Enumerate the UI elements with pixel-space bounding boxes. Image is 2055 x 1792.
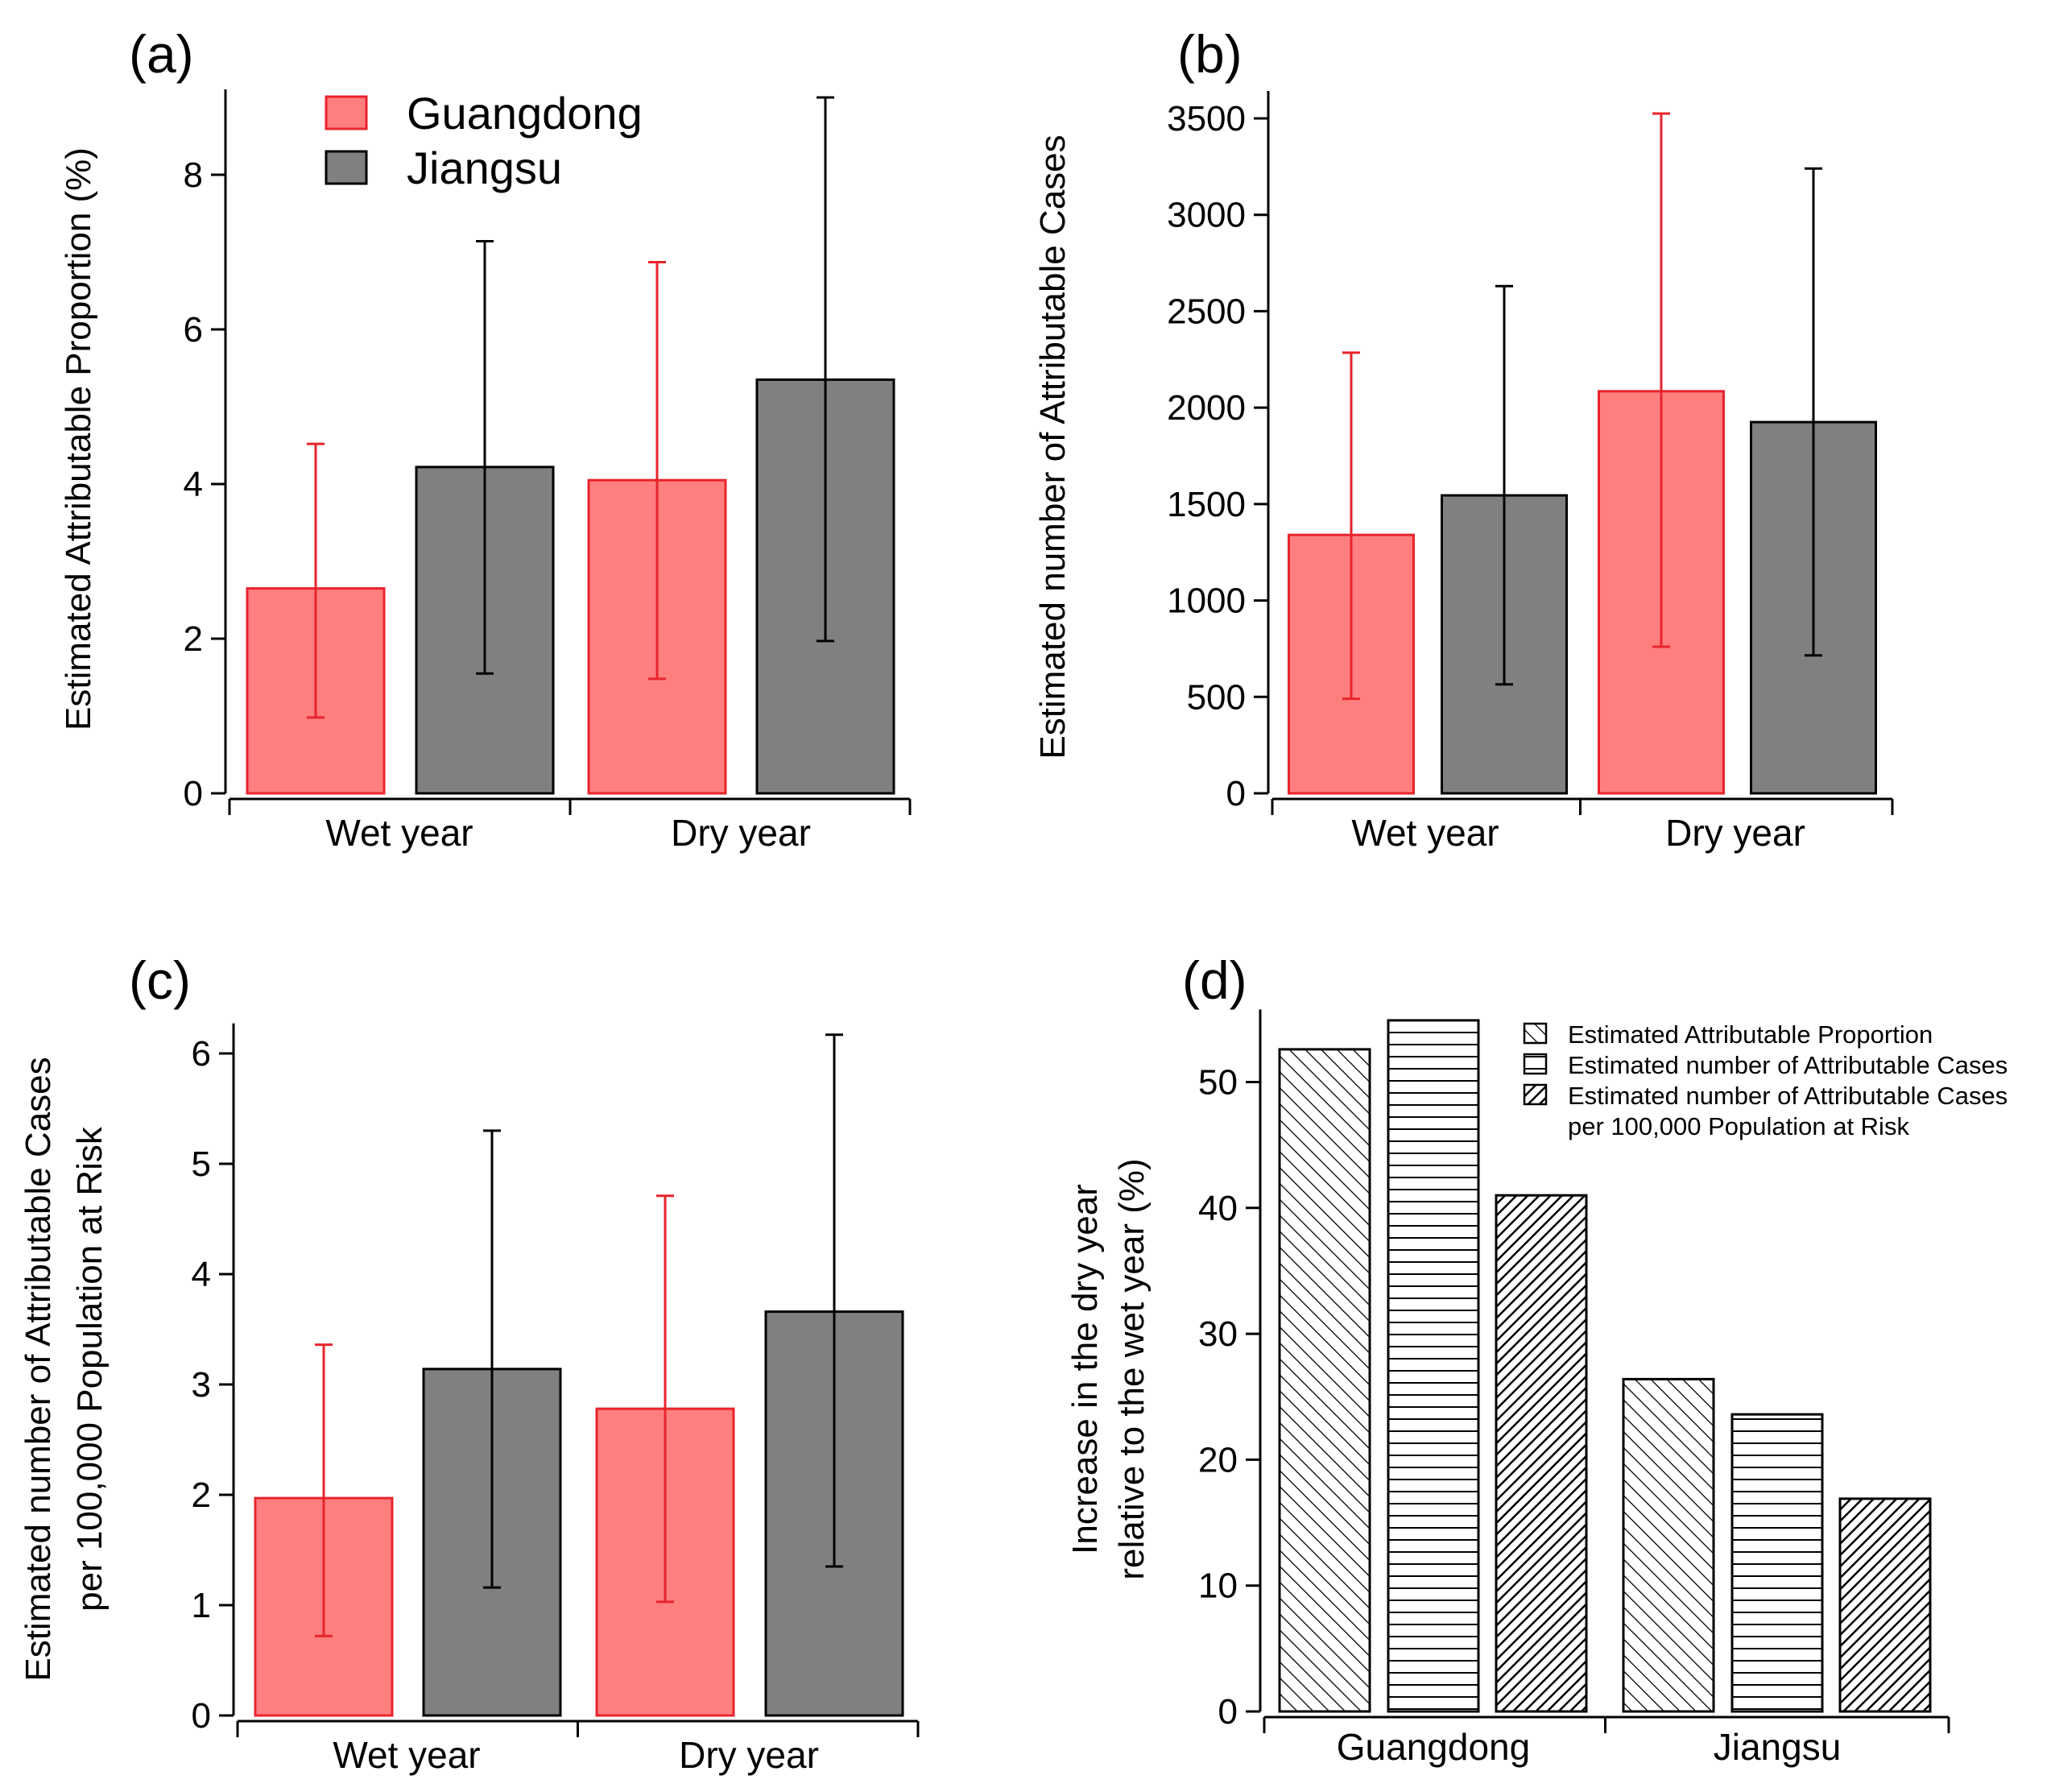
legend-jiangsu-swatch: [325, 150, 368, 185]
y-tick-label: 2000: [1167, 388, 1246, 428]
plot-c: 0 1 2 3 4 5 6 Wet year Dry year: [192, 1023, 920, 1776]
panel-label-d: (d): [1182, 950, 1247, 1010]
x-category-label: Dry year: [679, 1734, 819, 1776]
x-category-label: Jiangsu: [1714, 1726, 1842, 1768]
y-tick-label: 1500: [1167, 485, 1246, 524]
y-tick-label: 30: [1198, 1314, 1238, 1354]
legend-guangdong-label: Guangdong: [407, 88, 643, 139]
panel-b: (b) Estimated number of Attributable Cas…: [1033, 24, 1894, 854]
y-tick-label: 3000: [1167, 196, 1246, 235]
legend-d-label-1: Estimated Attributable Proportion: [1568, 1020, 1933, 1049]
plot-b: 0 500 1000 1500 2000 2500 3000 3500 Wet year Dry …: [1167, 91, 1894, 854]
ylabel-d-line1: Increase in the dry year: [1065, 1184, 1105, 1554]
legend-d-swatch-2: [1523, 1053, 1548, 1075]
ylabel-c-line1: Estimated number of Attributable Cases: [19, 1057, 58, 1681]
panel-c: (c) Estimated number of Attributable Cas…: [19, 950, 920, 1776]
y-tick-label: 20: [1198, 1440, 1238, 1480]
y-tick-label: 5: [192, 1144, 211, 1184]
y-tick-label: 50: [1198, 1063, 1238, 1103]
y-tick-label: 0: [1226, 774, 1246, 813]
y-tick-label: 500: [1187, 677, 1246, 717]
y-tick-label: 2: [184, 619, 203, 659]
y-tick-label: 2: [192, 1475, 211, 1515]
bar-attributable-proportion: [1278, 1048, 1371, 1713]
y-tick-label: 1: [192, 1586, 211, 1625]
y-tick-label: 2500: [1167, 292, 1246, 331]
ylabel-d-line2: relative to the wet year (%): [1112, 1158, 1152, 1579]
x-category-label: Wet year: [1351, 812, 1499, 854]
bar-attributable-cases: [1730, 1413, 1824, 1713]
legend-d-label-3b: per 100,000 Population at Risk: [1568, 1112, 1909, 1140]
panel-label-a: (a): [129, 24, 194, 84]
y-tick-label: 6: [184, 310, 203, 350]
y-tick-label: 40: [1198, 1189, 1238, 1228]
plot-a: 0 2 4 6 8 Wet year Dry year: [184, 89, 912, 854]
legend-d-label-3: Estimated number of Attributable Cases: [1568, 1082, 2007, 1110]
y-tick-label: 4: [192, 1255, 211, 1294]
y-tick-label: 10: [1198, 1566, 1238, 1606]
y-tick-label: 1000: [1167, 581, 1246, 621]
legend-jiangsu-label: Jiangsu: [407, 143, 562, 193]
y-tick-label: 0: [184, 774, 203, 813]
x-category-label: Guangdong: [1337, 1726, 1530, 1768]
bar-attributable-cases: [1387, 1019, 1480, 1713]
y-tick-label: 0: [1218, 1692, 1238, 1732]
y-tick-label: 8: [184, 155, 203, 195]
bar-attributable-cases-per-100k: [1495, 1194, 1588, 1713]
bar-attributable-cases-per-100k: [1838, 1497, 1932, 1713]
ylabel-b: Estimated number of Attributable Cases: [1033, 135, 1073, 759]
y-tick-label: 0: [192, 1696, 211, 1736]
ylabel-a: Estimated Attributable Proportion (%): [59, 147, 98, 730]
y-tick-label: 3: [192, 1365, 211, 1405]
x-category-label: Wet year: [333, 1734, 480, 1776]
x-category-label: Dry year: [1665, 812, 1805, 854]
panel-label-c: (c): [129, 950, 191, 1010]
y-tick-label: 3500: [1167, 99, 1246, 139]
panel-d: (d) Increase in the dry year relative to…: [1065, 950, 2007, 1768]
bar-attributable-proportion: [1622, 1377, 1715, 1713]
ylabel-c-line2: per 100,000 Population at Risk: [70, 1126, 110, 1612]
x-category-label: Wet year: [325, 812, 473, 854]
x-category-label: Dry year: [671, 812, 811, 854]
plot-d: 0 10 20 30 40 50 Guangdong Jiangsu: [1198, 1009, 1950, 1768]
legend-d-swatch-3: [1523, 1083, 1548, 1106]
legend-d-label-2: Estimated number of Attributable Cases: [1568, 1051, 2007, 1079]
panel-a: (a) Estimated Attributable Proportion (%…: [59, 24, 912, 854]
y-tick-label: 4: [184, 465, 203, 504]
legend-d-swatch-1: [1523, 1022, 1548, 1045]
legend-guangdong-swatch: [325, 95, 368, 130]
panel-label-b: (b): [1177, 24, 1243, 84]
y-tick-label: 6: [192, 1034, 211, 1074]
